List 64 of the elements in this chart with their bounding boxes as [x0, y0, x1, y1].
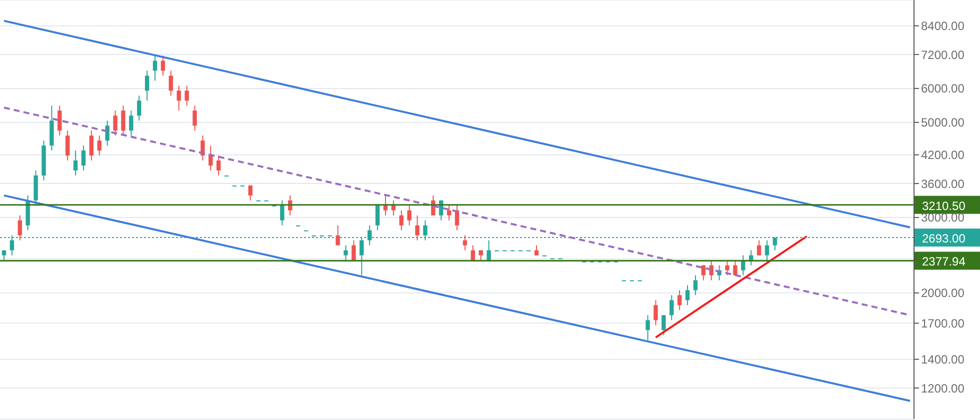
candlestick [764, 240, 770, 261]
candlestick [733, 260, 738, 276]
candlestick [152, 55, 158, 82]
candlestick [399, 210, 404, 231]
candlestick [701, 264, 706, 281]
candlestick [383, 194, 388, 216]
candlestick [144, 70, 150, 102]
candlestick [446, 204, 452, 221]
y-tick-label: 4200.00 [921, 148, 965, 162]
candlestick [391, 200, 396, 216]
y-tick-label: 6000.00 [921, 82, 965, 96]
y-tick-label: 3000.00 [921, 210, 965, 225]
candlestick [352, 240, 356, 261]
candlestick [200, 135, 205, 161]
candlestick [693, 274, 698, 296]
candlestick [685, 284, 690, 306]
y-tick-label: 7200.00 [921, 48, 965, 62]
candlestick [89, 130, 94, 161]
candlestick [375, 204, 380, 231]
candlestick [654, 300, 658, 326]
candlestick [81, 145, 86, 171]
candlestick [113, 110, 118, 136]
candlestick [58, 105, 62, 136]
y-tick-label: 1200.00 [921, 381, 965, 396]
candlestick [725, 260, 730, 276]
candlestick [192, 105, 197, 132]
candlestick [486, 240, 491, 261]
y-tick-label: 1700.00 [921, 316, 965, 330]
candlestick [121, 105, 126, 136]
candlestick [184, 85, 189, 106]
y-tick-label: 8400.00 [921, 19, 965, 34]
y-tick-label: 5000.00 [921, 116, 965, 130]
candlestick [65, 130, 70, 161]
candlestick [280, 200, 284, 226]
candlestick [677, 290, 682, 311]
candlestick [646, 314, 650, 341]
candlestick [176, 85, 181, 112]
candlestick [462, 234, 468, 251]
candlestick [160, 55, 166, 76]
candlestick [97, 135, 102, 156]
candlestick [662, 314, 666, 336]
candlestick [336, 224, 340, 246]
candlestick [18, 214, 22, 241]
candlestick [407, 204, 412, 226]
candlestick [470, 244, 476, 261]
y-tick-label: 3600.00 [921, 176, 965, 191]
candlestick [344, 244, 348, 261]
y-tick-label: 1400.00 [921, 352, 965, 367]
candlestick [248, 184, 252, 201]
candlestick [670, 294, 674, 321]
candlestick [415, 214, 420, 241]
candlestick [534, 244, 539, 256]
candlestick [168, 70, 174, 96]
candlestick [105, 120, 110, 146]
y-tick-label: 2000.00 [921, 286, 965, 300]
candlestick [129, 110, 134, 136]
candlestick [137, 95, 142, 122]
ref-line-label: 2693.00 [922, 232, 966, 246]
candlestick [756, 240, 762, 256]
candlestick [216, 155, 221, 176]
candlestick [73, 150, 78, 176]
candlestick [208, 145, 213, 171]
ref-line-label: 3210.50 [922, 198, 966, 213]
ref-line-label: 2377.94 [922, 254, 966, 269]
